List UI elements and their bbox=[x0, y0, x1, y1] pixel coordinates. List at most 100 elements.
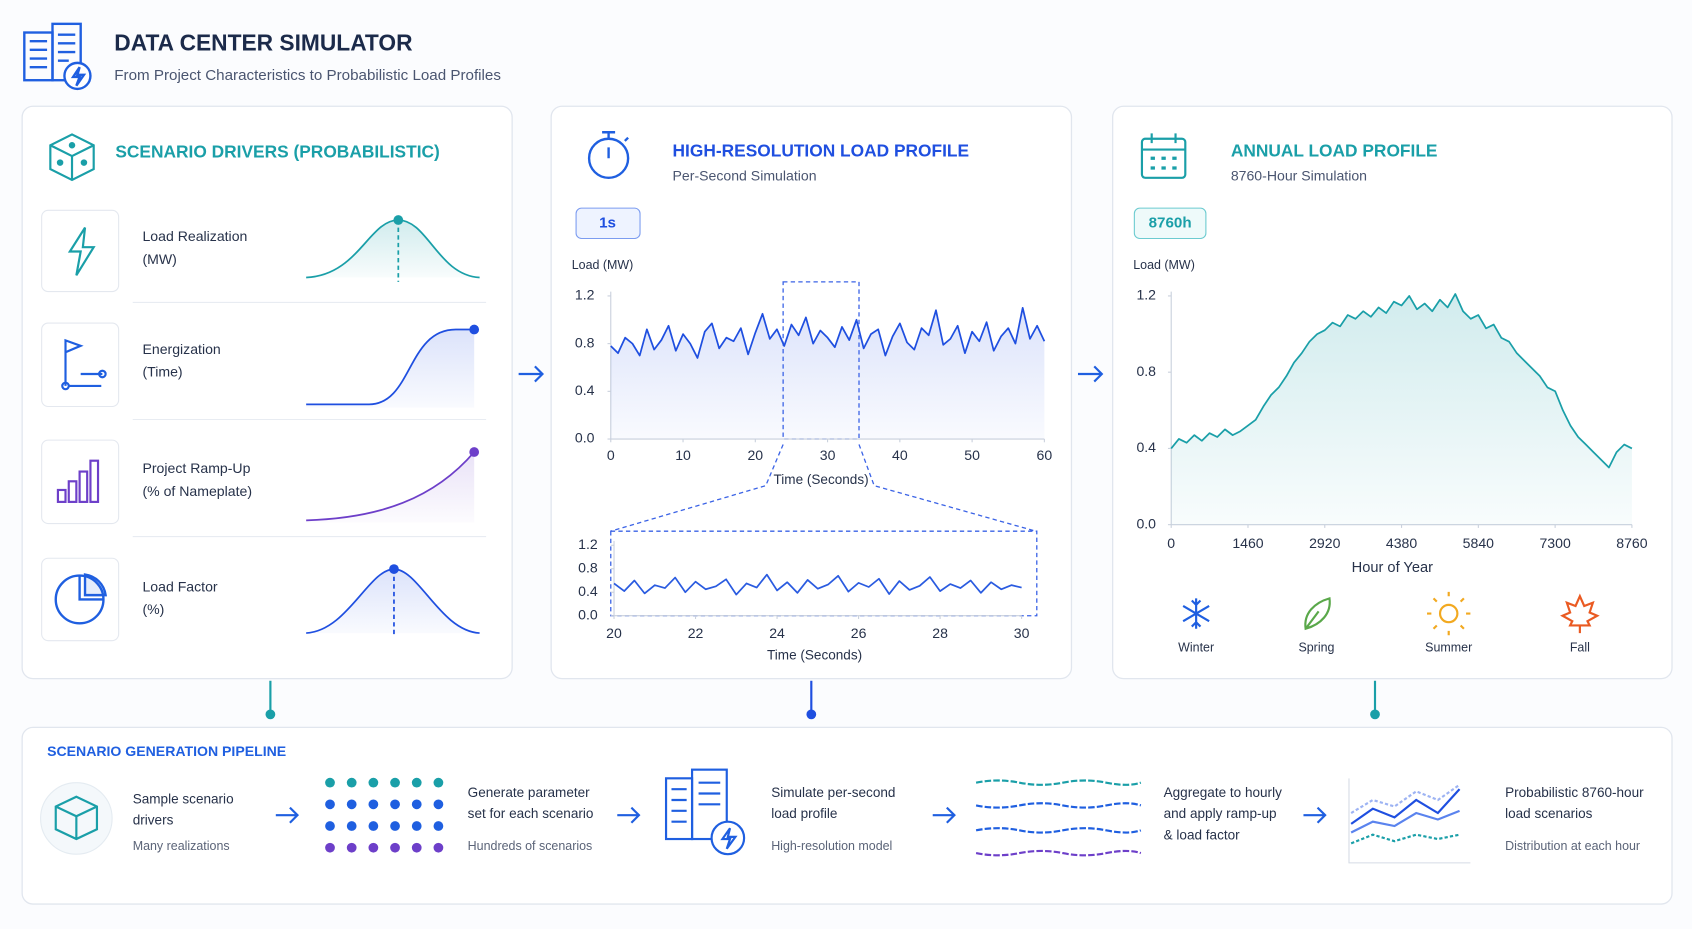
dot bbox=[411, 821, 422, 831]
panel-title: ANNUAL LOAD PROFILE bbox=[1231, 140, 1438, 160]
dot bbox=[390, 777, 400, 788]
dot bbox=[346, 842, 357, 853]
y-tick-label: 0.8 bbox=[575, 334, 595, 350]
drivers-title: SCENARIO DRIVERS (PROBABILISTIC) bbox=[115, 141, 439, 161]
line bbox=[1170, 293, 1633, 469]
y-tick-label: 0.4 bbox=[578, 583, 598, 599]
dot bbox=[368, 799, 379, 810]
driver-name: Load Realization bbox=[142, 228, 247, 244]
area bbox=[1171, 293, 1632, 525]
line bbox=[613, 573, 1022, 596]
step-text: Simulate per-second bbox=[771, 785, 895, 800]
step-note: Distribution at each hour bbox=[1505, 839, 1640, 853]
dot bbox=[325, 799, 335, 810]
driver-sparklines bbox=[132, 215, 487, 638]
driver-unit: (% of Nameplate) bbox=[142, 483, 252, 499]
panel-subtitle: Per-Second Simulation bbox=[673, 167, 817, 183]
dot bbox=[390, 799, 400, 810]
x-tick-label: 5840 bbox=[1463, 535, 1494, 551]
season-label: Spring bbox=[1298, 641, 1334, 655]
subtitle: From Project Characteristics to Probabil… bbox=[114, 67, 501, 84]
x-tick-label: 40 bbox=[892, 447, 908, 463]
y-tick-label: 0.8 bbox=[578, 559, 598, 575]
dot bbox=[411, 842, 422, 853]
x-tick-label: 8760 bbox=[1616, 535, 1647, 551]
dot bbox=[325, 777, 335, 788]
driver-icons bbox=[41, 209, 120, 642]
x-tick-label: 7300 bbox=[1539, 535, 1570, 551]
panel-title: HIGH-RESOLUTION LOAD PROFILE bbox=[673, 140, 970, 160]
season-icons bbox=[1182, 591, 1600, 636]
y-tick-label: 0.0 bbox=[578, 606, 598, 622]
dot bbox=[433, 799, 444, 810]
step-text: Sample scenario bbox=[133, 792, 234, 807]
y-tick-label: 0.4 bbox=[575, 382, 595, 398]
panel-subtitle: 8760-Hour Simulation bbox=[1231, 167, 1367, 183]
x-axis-label: Time (Seconds) bbox=[767, 647, 862, 662]
dot bbox=[325, 842, 335, 853]
y-tick-label: 0.0 bbox=[1136, 515, 1156, 531]
y-tick-label: 0.4 bbox=[1136, 439, 1156, 455]
step-text: and apply ramp-up bbox=[1164, 806, 1277, 821]
driver-unit: (Time) bbox=[142, 364, 182, 380]
x-tick-label: 24 bbox=[769, 625, 785, 641]
pipeline-title: SCENARIO GENERATION PIPELINE bbox=[47, 743, 286, 759]
badge: 8760h bbox=[1149, 214, 1192, 231]
x-tick-label: 50 bbox=[964, 447, 980, 463]
y-tick-label: 0.0 bbox=[575, 430, 595, 446]
y-tick-label: 1.2 bbox=[1136, 287, 1156, 303]
step-text: Probabilistic 8760-hour bbox=[1505, 785, 1644, 800]
x-tick-label: 0 bbox=[607, 447, 615, 463]
driver-name: Load Factor bbox=[142, 578, 217, 594]
dot bbox=[411, 799, 422, 810]
season-label: Winter bbox=[1178, 641, 1214, 655]
step-text: Generate parameter bbox=[468, 785, 590, 800]
x-tick-label: 20 bbox=[747, 447, 763, 463]
x-tick-label: 22 bbox=[688, 625, 704, 641]
area bbox=[610, 307, 1045, 440]
x-tick-label: 10 bbox=[675, 447, 691, 463]
dot bbox=[368, 821, 379, 831]
dot bbox=[433, 777, 444, 788]
driver-unit: (MW) bbox=[142, 251, 176, 267]
badge-box bbox=[575, 207, 641, 240]
y-axis-label: Load (MW) bbox=[572, 258, 634, 272]
step-text: load profile bbox=[771, 806, 837, 821]
pipeline-icons bbox=[40, 768, 1471, 864]
x-axis-label: Time (Seconds) bbox=[774, 472, 869, 487]
y-tick-label: 1.2 bbox=[578, 536, 598, 552]
badge-box bbox=[1133, 207, 1207, 240]
logo-icon bbox=[23, 22, 92, 91]
dot bbox=[346, 777, 357, 788]
dot bbox=[390, 821, 400, 831]
step-text: set for each scenario bbox=[468, 806, 594, 821]
dice-icon bbox=[49, 133, 95, 182]
step-text: Aggregate to hourly bbox=[1164, 785, 1282, 800]
driver-unit: (%) bbox=[142, 601, 164, 617]
x-tick-label: 30 bbox=[1014, 625, 1030, 641]
x-tick-label: 4380 bbox=[1386, 535, 1417, 551]
step-note: High-resolution model bbox=[771, 839, 892, 853]
flow-arrows bbox=[265, 365, 1380, 720]
x-axis-label: Hour of Year bbox=[1352, 560, 1433, 576]
dot bbox=[346, 799, 357, 810]
dot bbox=[411, 777, 422, 788]
y-axis-label: Load (MW) bbox=[1133, 258, 1195, 272]
dot bbox=[346, 821, 357, 831]
step-text: drivers bbox=[133, 813, 174, 828]
title: DATA CENTER SIMULATOR bbox=[114, 29, 412, 55]
dot bbox=[433, 842, 444, 853]
season-label: Summer bbox=[1425, 641, 1472, 655]
pipeline-card bbox=[21, 726, 1673, 905]
dot bbox=[325, 821, 335, 831]
driver-name: Project Ramp-Up bbox=[142, 460, 250, 476]
calendar-icon bbox=[1140, 133, 1187, 179]
dot bbox=[368, 777, 379, 788]
x-tick-label: 2920 bbox=[1309, 535, 1340, 551]
y-tick-label: 0.8 bbox=[1136, 363, 1156, 379]
x-tick-label: 26 bbox=[851, 625, 867, 641]
step-text: load scenarios bbox=[1505, 806, 1593, 821]
step-note: Many realizations bbox=[133, 839, 230, 853]
x-tick-label: 28 bbox=[932, 625, 948, 641]
